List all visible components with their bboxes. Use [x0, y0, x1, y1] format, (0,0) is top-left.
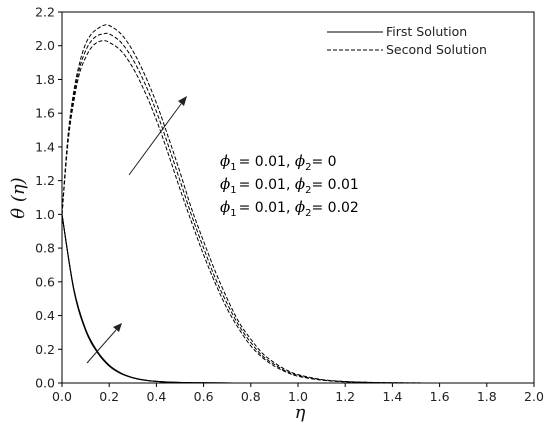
x-tick-label: 1.0: [288, 389, 308, 404]
y-tick-label: 0.4: [35, 308, 55, 323]
legend: First Solution Second Solution: [327, 24, 487, 57]
y-tick-label: 1.2: [35, 173, 55, 188]
x-tick-label: 1.8: [477, 389, 497, 404]
second-solution-line-5: [61, 32, 534, 384]
annotation-line-2: ϕ1 = 0.01, ϕ2= 0.01: [220, 175, 359, 196]
x-tick-label: 2.0: [524, 389, 544, 404]
first-solution-line-1: [61, 214, 534, 384]
x-tick-label: 0.8: [241, 389, 261, 404]
y-tick-label: 1.6: [35, 106, 55, 121]
y-tick-label: 1.0: [35, 207, 55, 222]
annotation-line-3: ϕ1 = 0.01, ϕ2= 0.02: [220, 198, 359, 219]
x-tick-label: 0.4: [146, 389, 166, 404]
y-axis-label: θ (η): [8, 177, 29, 218]
y-tick-label: 0.0: [35, 376, 55, 391]
legend-first-solution: First Solution: [386, 24, 467, 39]
y-tick-label: 2.0: [35, 38, 55, 53]
plot-frame: [61, 11, 535, 384]
y-tick-label: 0.6: [35, 274, 55, 289]
x-tick-label: 1.2: [335, 389, 355, 404]
y-tick-label: 0.2: [35, 342, 55, 357]
first-solution-line-3: [61, 214, 534, 384]
ticks-layer: 0.0 0.2 0.4 0.6 0.8 1.0 1.2 1.4 1.6 1.8 2.0 0.0 0.2 0…: [35, 5, 544, 405]
x-tick-label: 0.0: [52, 389, 72, 404]
second-solution-line-6: [61, 24, 534, 384]
x-tick-label: 1.6: [430, 389, 450, 404]
legend-second-solution: Second Solution: [386, 42, 487, 57]
y-tick-label: 2.2: [35, 5, 55, 20]
annotation-group: ϕ1 = 0.01, ϕ2= 0 ϕ1 = 0.01, ϕ2= 0.01 ϕ1 = 0…: [220, 152, 359, 219]
y-tick-label: 0.8: [35, 241, 55, 256]
y-tick-label: 1.4: [35, 139, 55, 154]
x-tick-label: 1.4: [382, 389, 402, 404]
y-tick-label: 1.8: [35, 72, 55, 87]
x-tick-label: 0.2: [99, 389, 119, 404]
arrow-lower: [86, 323, 122, 364]
x-axis-label: η: [295, 402, 306, 423]
x-tick-label: 0.6: [194, 389, 214, 404]
arrow-upper: [128, 96, 187, 176]
annotation-line-1: ϕ1 = 0.01, ϕ2= 0: [220, 152, 337, 173]
first-solution-line-2: [61, 214, 534, 384]
second-solution-line-4: [61, 40, 534, 384]
